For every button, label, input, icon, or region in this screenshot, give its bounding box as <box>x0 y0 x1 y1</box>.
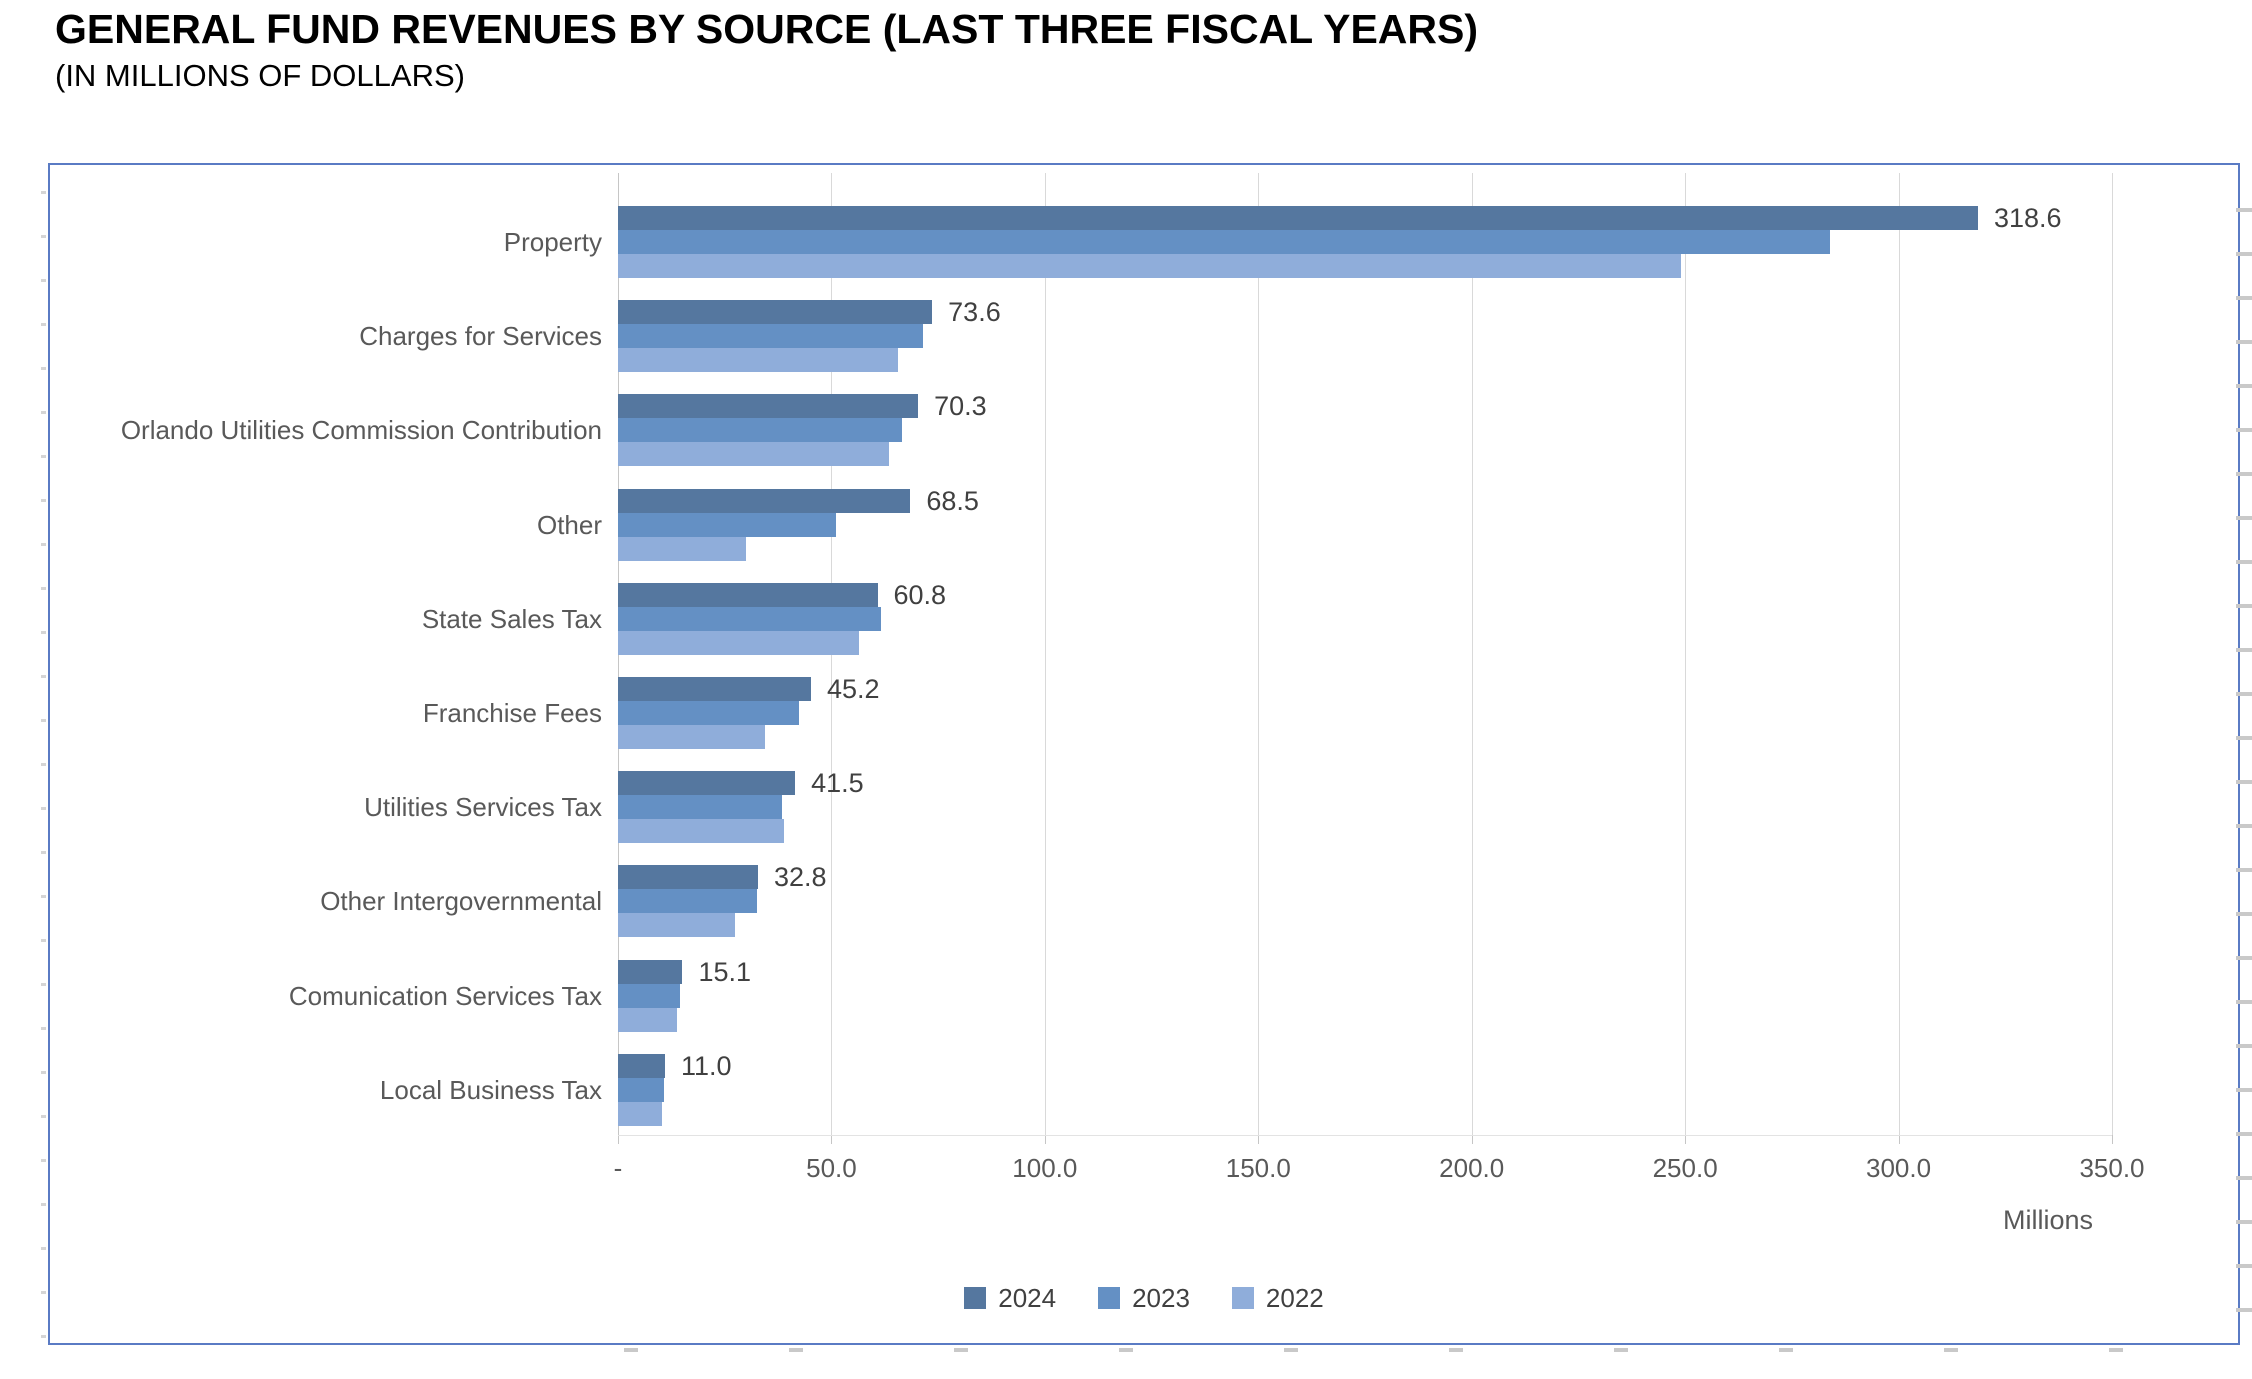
bar-2024 <box>618 394 919 419</box>
category-label: Other Intergovernmental <box>320 886 602 917</box>
x-axis-tick <box>1898 1135 1900 1144</box>
x-axis-tick-label: 350.0 <box>2079 1153 2145 1183</box>
data-label-2024: 318.6 <box>1993 203 2062 233</box>
legend-label-2022: 2022 <box>1265 1283 1324 1313</box>
bar-2022 <box>618 1007 678 1032</box>
bar-2023 <box>618 1077 664 1102</box>
bar-2022 <box>618 913 736 938</box>
bar-2022 <box>618 1101 662 1126</box>
bar-2023 <box>618 983 681 1008</box>
category-label: Other <box>536 509 602 540</box>
legend-label-2024: 2024 <box>998 1283 1057 1313</box>
category-label: Orlando Utilities Commission Contributio… <box>120 415 602 446</box>
bar-2022 <box>618 630 860 655</box>
category-label: State Sales Tax <box>421 603 602 634</box>
x-axis-tick-label: 150.0 <box>1225 1153 1291 1183</box>
bar-2023 <box>618 606 881 631</box>
x-gridline <box>1685 173 1687 1135</box>
legend-item-2023: 2023 <box>1098 1285 1190 1311</box>
bar-2022 <box>618 819 785 844</box>
data-label-2024: 68.5 <box>926 485 979 516</box>
bar-2024 <box>618 206 1978 230</box>
legend-label-2023: 2023 <box>1132 1283 1190 1313</box>
x-axis-tick <box>1258 1135 1260 1144</box>
bar-2022 <box>618 442 890 467</box>
category-label: Property <box>503 227 602 257</box>
x-axis-tick-label: 300.0 <box>1866 1153 1932 1183</box>
category-label: Local Business Tax <box>379 1074 602 1105</box>
legend-swatch-2022 <box>1231 1287 1254 1309</box>
chart-frame: - 50.0 100.0 150.0 200.0 250.0 300.0 350.0 Prope… <box>48 163 2240 1345</box>
bar-2024 <box>618 771 796 796</box>
data-label-2024: 70.3 <box>934 391 987 422</box>
x-axis-tick-label: - <box>613 1153 623 1183</box>
category-label: Franchise Fees <box>422 698 602 728</box>
bar-2022 <box>618 725 766 749</box>
data-label-2024: 45.2 <box>826 674 880 704</box>
bar-2024 <box>618 865 758 890</box>
bar-2023 <box>618 889 757 914</box>
bar-2024 <box>618 488 911 513</box>
x-axis-tick <box>618 1135 619 1144</box>
data-label-2024: 41.5 <box>811 768 864 799</box>
bar-2024 <box>618 300 933 325</box>
bar-2023 <box>618 795 783 820</box>
bar-2023 <box>618 701 800 725</box>
x-axis-tick-label: 50.0 <box>806 1153 857 1183</box>
x-axis-tick-label: 250.0 <box>1652 1153 1718 1183</box>
spreadsheet-column-ticks-bottom <box>473 1348 2252 1352</box>
spreadsheet-row-ticks-left <box>41 150 46 1350</box>
legend-item-2024: 2024 <box>964 1285 1056 1311</box>
bar-2023 <box>618 418 902 443</box>
legend-swatch-2024 <box>964 1287 987 1309</box>
data-label-2024: 15.1 <box>698 956 752 987</box>
bar-2022 <box>618 348 898 373</box>
data-label-2024: 60.8 <box>893 579 947 610</box>
x-gridline <box>2112 173 2113 1135</box>
x-axis-tick-label: 100.0 <box>1012 1153 1078 1183</box>
data-label-2024: 32.8 <box>774 862 827 893</box>
x-axis-unit-label: Millions <box>2002 1205 2093 1235</box>
x-axis-tick <box>1471 1135 1473 1144</box>
bar-2024 <box>618 582 878 607</box>
bar-2023 <box>618 512 836 537</box>
category-label: Comunication Services Tax <box>288 980 602 1011</box>
bar-2023 <box>618 230 1831 254</box>
x-axis-tick <box>2112 1135 2113 1144</box>
bar-2024 <box>618 677 811 701</box>
chart-subtitle: (IN MILLIONS OF DOLLARS) <box>55 58 465 93</box>
data-label-2024: 11.0 <box>680 1050 732 1081</box>
x-axis-tick <box>1685 1135 1687 1144</box>
category-label: Charges for Services <box>359 321 602 352</box>
legend: 2024 2023 2022 <box>50 1285 2238 1311</box>
x-gridline <box>1471 173 1473 1135</box>
x-gridline <box>1044 173 1046 1135</box>
bar-2022 <box>618 536 747 561</box>
bar-2024 <box>618 959 683 984</box>
chart-title: GENERAL FUND REVENUES BY SOURCE (LAST TH… <box>55 6 1479 52</box>
x-axis-tick <box>831 1135 833 1144</box>
bar-2024 <box>618 1053 665 1078</box>
legend-swatch-2023 <box>1098 1287 1121 1309</box>
category-label: Utilities Services Tax <box>364 792 602 823</box>
bar-2022 <box>618 254 1681 278</box>
x-axis-tick <box>1044 1135 1046 1144</box>
legend-item-2022: 2022 <box>1231 1283 1324 1313</box>
x-axis-tick-label: 200.0 <box>1439 1153 1505 1183</box>
x-axis-line <box>618 1135 2112 1136</box>
x-gridline <box>1258 173 1260 1135</box>
spreadsheet-row-ticks-right <box>2236 168 2252 1346</box>
data-label-2024: 73.6 <box>948 297 1001 328</box>
bar-2023 <box>618 324 924 349</box>
x-gridline <box>1898 173 1900 1135</box>
